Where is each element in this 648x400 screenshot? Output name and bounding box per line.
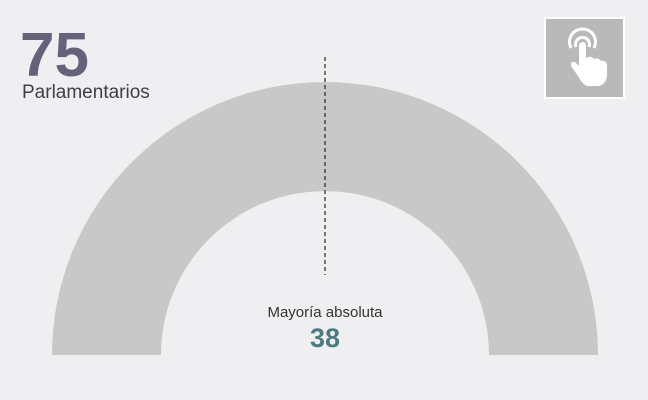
majority-value: 38: [310, 323, 340, 353]
touch-button[interactable]: [544, 17, 625, 99]
touch-icon: [568, 27, 597, 49]
hand-icon: [570, 42, 607, 86]
majority-label: Mayoría absoluta: [267, 304, 383, 321]
hemicycle: [52, 82, 598, 355]
total-label: Parlamentarios: [22, 82, 150, 103]
total-seats: 75: [20, 21, 89, 90]
